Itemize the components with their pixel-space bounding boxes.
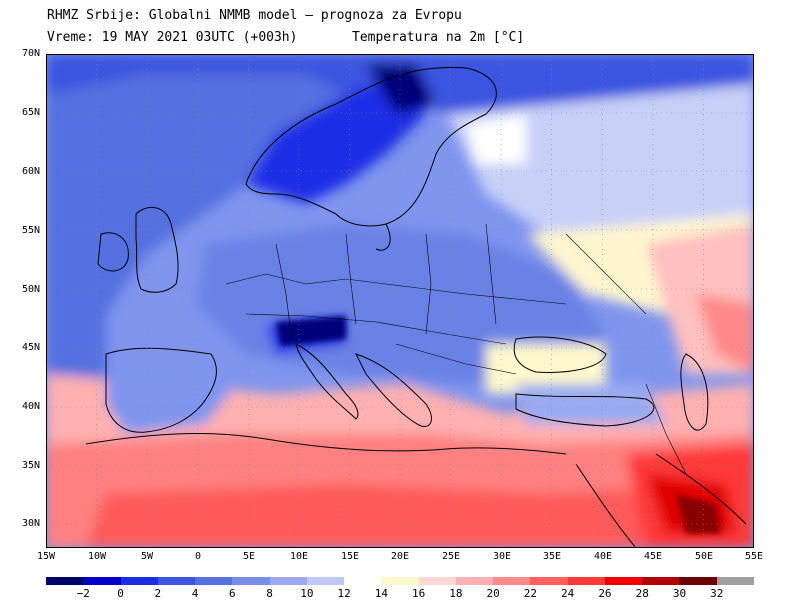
legend-swatch [269, 577, 307, 585]
legend-tick-label: 6 [229, 587, 236, 600]
legend-tick-label: 30 [672, 587, 687, 600]
lat-label: 70N [21, 48, 40, 59]
legend-tick-label: 32 [710, 587, 724, 600]
lat-label: 55N [21, 225, 40, 236]
legend-swatch [157, 577, 195, 585]
lon-label: 15E [340, 551, 360, 562]
legend-swatch [120, 577, 158, 585]
legend-tick-label: 8 [266, 587, 273, 600]
legend-tick-label: 26 [598, 587, 612, 600]
legend-tick-label: 4 [191, 587, 199, 600]
lon-label: 10W [87, 551, 107, 562]
legend-tick-label: 22 [523, 587, 538, 600]
legend-tick-label: 16 [412, 587, 426, 600]
map-frame [46, 54, 754, 548]
lon-label: 55E [744, 551, 764, 562]
legend-tick-label: 18 [449, 587, 463, 600]
forecast-time: Vreme: 19 MAY 2021 03UTC (+003h) [47, 30, 298, 45]
legend-tick-label: 28 [635, 587, 649, 600]
lat-label: 50N [21, 284, 40, 295]
lat-label: 60N [21, 166, 40, 177]
lon-label: 15W [36, 551, 56, 562]
legend-tick-label: 20 [486, 587, 500, 600]
legend-swatch [46, 577, 84, 585]
lon-label: 50E [694, 551, 714, 562]
legend-swatch [195, 577, 233, 585]
legend-swatch [530, 577, 568, 585]
lon-label: 20E [390, 551, 410, 562]
legend-swatch [679, 577, 717, 585]
lon-label: 40E [593, 551, 613, 562]
variable-label: Temperatura na 2m [°C] [352, 30, 525, 45]
legend-tick-label: 2 [154, 587, 162, 600]
lat-label: 40N [21, 401, 40, 412]
legend-swatch [381, 577, 419, 585]
legend-tick-label: 12 [337, 587, 351, 600]
lat-label: 30N [21, 518, 40, 529]
lon-label: 30E [492, 551, 512, 562]
legend-swatch [418, 577, 456, 585]
legend-tick-label: 14 [374, 587, 388, 600]
lon-label: 5E [242, 551, 256, 562]
legend-swatch [344, 577, 382, 585]
legend-swatch [567, 577, 605, 585]
legend-tick-label: −2 [76, 587, 90, 600]
lon-label: 5W [140, 551, 154, 562]
lat-label: 45N [21, 342, 40, 353]
legend-swatch [604, 577, 642, 585]
legend-tick-label: 24 [561, 587, 575, 600]
legend-swatch [455, 577, 493, 585]
legend-tick-label: 0 [117, 587, 124, 600]
graticule [46, 54, 754, 548]
lon-label: 35E [542, 551, 562, 562]
coastlines [85, 66, 747, 548]
color-legend [46, 577, 754, 585]
legend-swatch [232, 577, 270, 585]
legend-tick-label: 10 [300, 587, 314, 600]
legend-swatch [493, 577, 531, 585]
borders [225, 223, 687, 475]
lat-label: 65N [21, 107, 40, 118]
lon-label: 10E [289, 551, 309, 562]
legend-swatch [83, 577, 121, 585]
legend-swatch [716, 577, 754, 585]
lon-label: 25E [441, 551, 461, 562]
lat-label: 35N [21, 460, 40, 471]
legend-swatch [306, 577, 344, 585]
map-title: RHMZ Srbije: Globalni NMMB model — progn… [47, 8, 462, 23]
temperature-map [46, 54, 754, 548]
lon-label: 0 [194, 551, 202, 562]
legend-swatch [642, 577, 680, 585]
lon-label: 45E [643, 551, 663, 562]
